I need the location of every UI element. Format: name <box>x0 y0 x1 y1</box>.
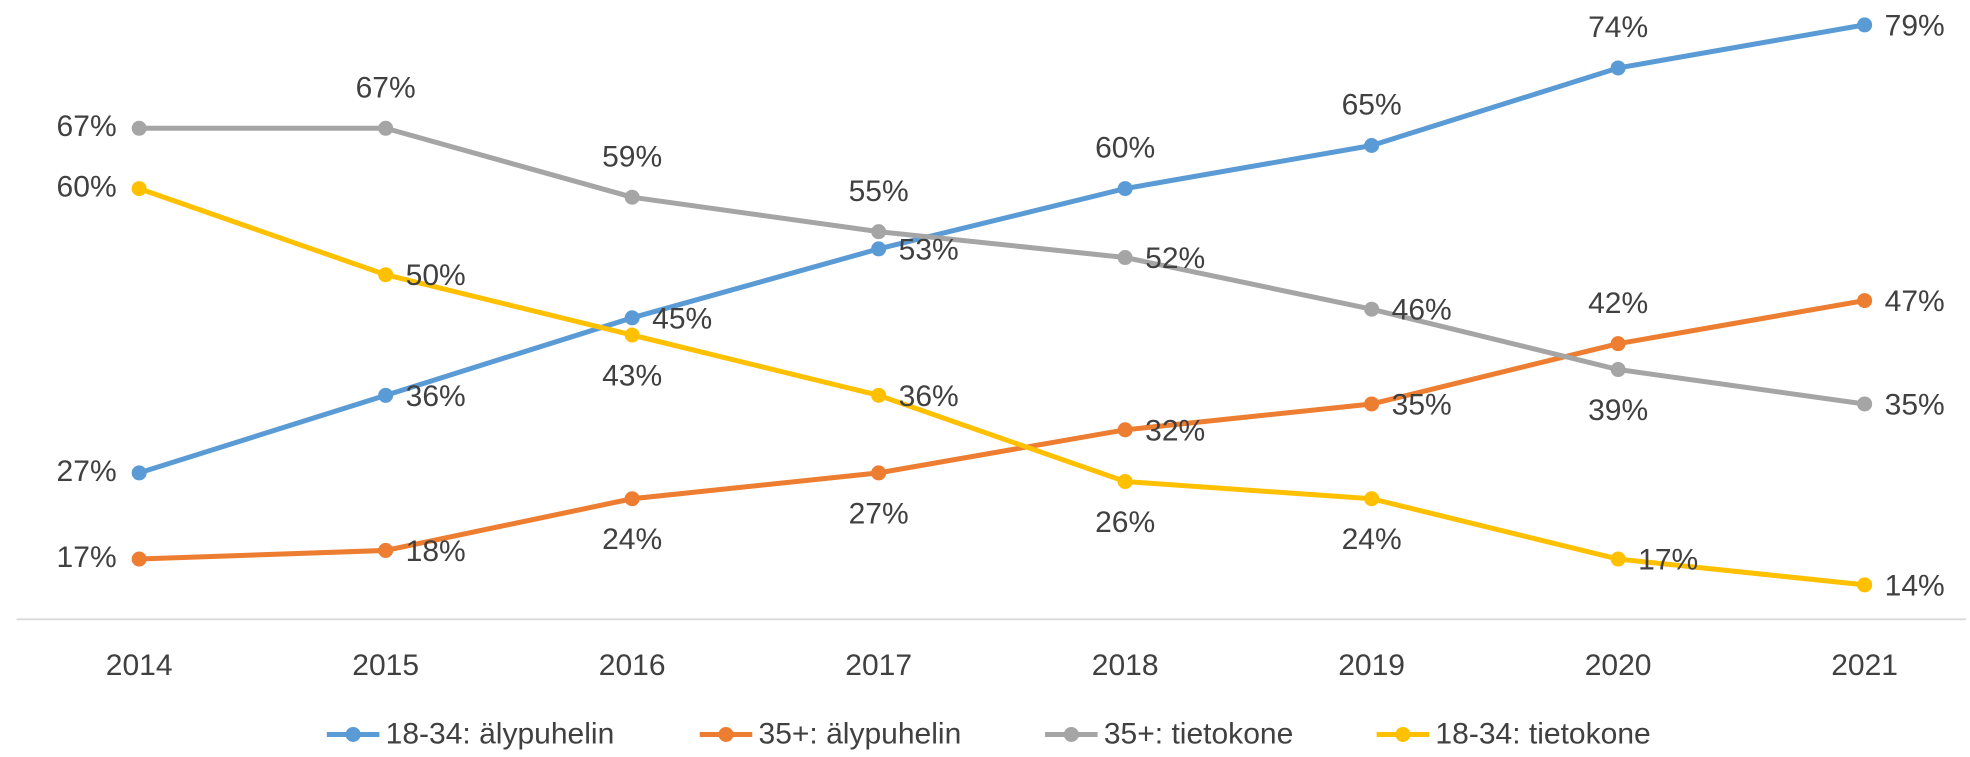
data-point <box>378 267 394 283</box>
data-label: 24% <box>1342 523 1402 556</box>
data-point <box>131 551 147 567</box>
data-label: 39% <box>1588 394 1648 427</box>
series-line <box>139 125 1865 407</box>
series-line <box>138 186 1865 588</box>
legend-label: 18-34: älypuhelin <box>386 718 615 751</box>
x-tick-label: 2018 <box>1092 649 1159 682</box>
data-point <box>378 387 394 403</box>
data-point <box>1857 17 1873 33</box>
legend-label: 18-34: tietokone <box>1435 718 1650 751</box>
data-label: 67% <box>356 71 416 104</box>
data-label: 79% <box>1885 9 1945 42</box>
data-label: 24% <box>602 523 662 556</box>
legend-marker <box>1395 726 1411 742</box>
data-label: 43% <box>602 360 662 393</box>
data-label: 50% <box>406 259 466 292</box>
data-label: 45% <box>652 302 712 335</box>
data-point <box>1610 551 1626 567</box>
data-point <box>1610 362 1626 378</box>
data-label: 26% <box>1095 506 1155 539</box>
data-point <box>1857 293 1873 309</box>
data-point <box>1364 396 1380 412</box>
data-point <box>1364 491 1380 507</box>
data-label: 32% <box>1145 414 1205 447</box>
data-point <box>131 465 147 481</box>
data-point <box>1117 474 1133 490</box>
data-point <box>1857 396 1873 412</box>
data-point <box>624 189 640 205</box>
data-label: 46% <box>1392 294 1452 327</box>
data-label: 53% <box>899 233 959 266</box>
data-point <box>871 241 887 257</box>
data-point <box>871 465 887 481</box>
data-label: 52% <box>1145 242 1205 275</box>
data-label: 42% <box>1588 287 1648 320</box>
legend-marker <box>345 726 361 742</box>
data-point <box>378 120 394 136</box>
x-tick-label: 2016 <box>599 649 666 682</box>
legend-label: 35+: älypuhelin <box>759 718 962 751</box>
legend-marker <box>1063 726 1079 742</box>
legend-label: 35+: tietokone <box>1104 718 1293 751</box>
data-label: 27% <box>849 497 909 530</box>
data-label: 17% <box>1638 543 1698 576</box>
data-label: 55% <box>849 175 909 208</box>
data-point <box>624 327 640 343</box>
series-line <box>138 22 1866 476</box>
data-point <box>1364 301 1380 317</box>
data-point <box>1117 181 1133 197</box>
data-label: 18% <box>406 535 466 568</box>
data-point <box>1610 60 1626 76</box>
data-point <box>624 310 640 326</box>
data-label: 35% <box>1392 388 1452 421</box>
data-label: 47% <box>1885 285 1945 318</box>
data-point <box>1610 336 1626 352</box>
data-point <box>624 491 640 507</box>
data-label: 60% <box>1095 132 1155 165</box>
x-tick-label: 2017 <box>845 649 912 682</box>
data-point <box>131 181 147 197</box>
data-point <box>131 120 147 136</box>
data-label: 35% <box>1885 388 1945 421</box>
data-label: 14% <box>1885 569 1945 602</box>
data-point <box>1857 577 1873 593</box>
data-label: 65% <box>1342 89 1402 122</box>
series-line <box>139 298 1866 562</box>
data-point <box>1117 422 1133 438</box>
data-label: 74% <box>1588 11 1648 44</box>
data-label: 36% <box>899 380 959 413</box>
x-tick-label: 2021 <box>1831 649 1898 682</box>
x-tick-label: 2015 <box>352 649 419 682</box>
x-tick-label: 2014 <box>106 649 173 682</box>
data-point <box>1117 249 1133 266</box>
data-point <box>871 224 887 240</box>
data-point <box>378 542 394 558</box>
data-label: 27% <box>57 455 117 488</box>
legend-marker <box>718 726 734 742</box>
data-point <box>871 387 887 403</box>
data-label: 17% <box>57 541 117 574</box>
data-label: 67% <box>57 110 117 143</box>
data-label: 36% <box>406 380 466 413</box>
data-point <box>1364 137 1380 154</box>
x-tick-label: 2020 <box>1585 649 1652 682</box>
x-tick-label: 2019 <box>1338 649 1405 682</box>
data-label: 60% <box>57 171 117 204</box>
data-label: 59% <box>602 140 662 173</box>
